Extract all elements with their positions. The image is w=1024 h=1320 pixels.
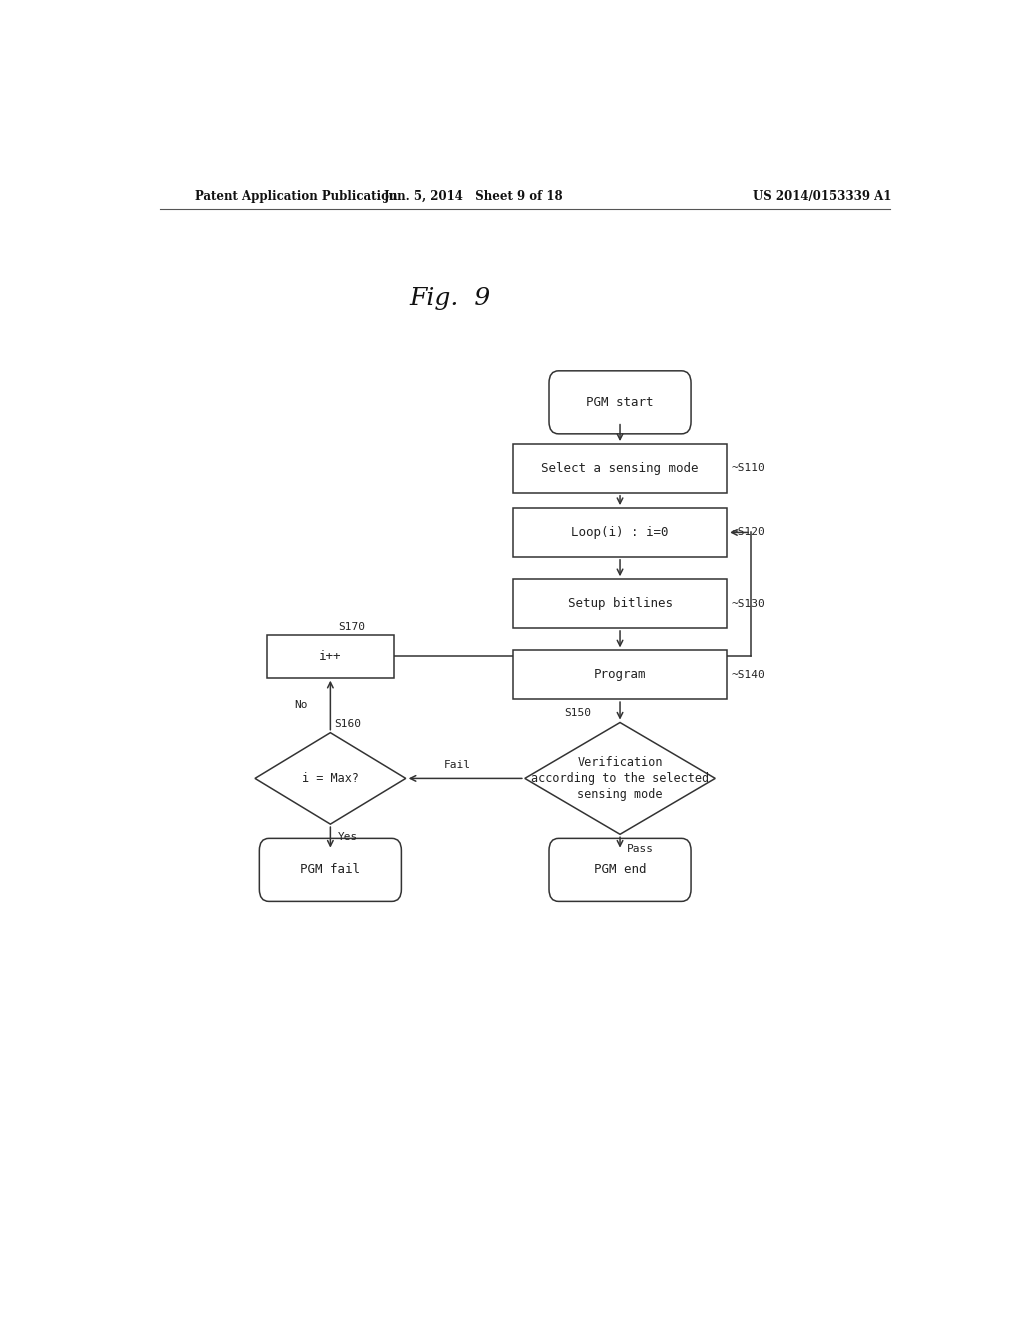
FancyBboxPatch shape <box>549 371 691 434</box>
Text: ~S120: ~S120 <box>731 528 765 537</box>
Text: i++: i++ <box>319 649 342 663</box>
Text: S160: S160 <box>334 718 361 729</box>
Text: PGM end: PGM end <box>594 863 646 876</box>
Text: Select a sensing mode: Select a sensing mode <box>542 462 698 475</box>
Text: i = Max?: i = Max? <box>302 772 358 785</box>
Text: Fail: Fail <box>443 760 471 771</box>
Text: Pass: Pass <box>627 845 653 854</box>
Text: S150: S150 <box>564 709 592 718</box>
Polygon shape <box>524 722 715 834</box>
Text: Program: Program <box>594 668 646 681</box>
FancyBboxPatch shape <box>549 838 691 902</box>
Text: S170: S170 <box>338 622 366 632</box>
Text: ~S140: ~S140 <box>731 669 765 680</box>
Text: No: No <box>295 700 308 710</box>
Text: PGM fail: PGM fail <box>300 863 360 876</box>
Polygon shape <box>255 733 406 824</box>
Text: Setup bitlines: Setup bitlines <box>567 597 673 610</box>
Text: ~S130: ~S130 <box>731 598 765 609</box>
FancyBboxPatch shape <box>513 508 727 557</box>
Text: Loop(i) : i=0: Loop(i) : i=0 <box>571 525 669 539</box>
Text: US 2014/0153339 A1: US 2014/0153339 A1 <box>754 190 892 202</box>
FancyBboxPatch shape <box>513 651 727 700</box>
Text: Yes: Yes <box>338 833 358 842</box>
FancyBboxPatch shape <box>267 635 394 677</box>
Text: Verification
according to the selected
sensing mode: Verification according to the selected s… <box>531 756 709 801</box>
Text: Fig.  9: Fig. 9 <box>410 288 490 310</box>
Text: Jun. 5, 2014   Sheet 9 of 18: Jun. 5, 2014 Sheet 9 of 18 <box>383 190 563 202</box>
Text: Patent Application Publication: Patent Application Publication <box>196 190 398 202</box>
FancyBboxPatch shape <box>513 579 727 628</box>
FancyBboxPatch shape <box>513 444 727 492</box>
Text: ~S110: ~S110 <box>731 463 765 474</box>
Text: PGM start: PGM start <box>587 396 653 409</box>
FancyBboxPatch shape <box>259 838 401 902</box>
